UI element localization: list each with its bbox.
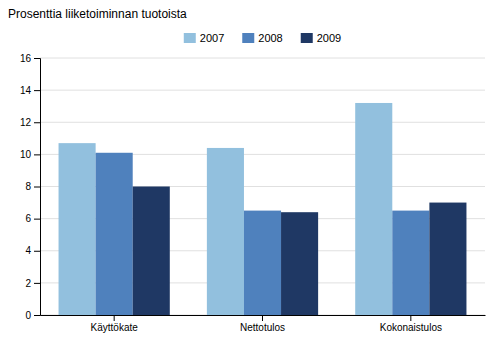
tick-mark bbox=[34, 122, 40, 123]
y-label: Prosenttia liiketoiminnan tuotoista bbox=[8, 7, 187, 21]
legend: 2007 2008 2009 bbox=[184, 32, 341, 44]
legend-item: 2007 bbox=[184, 32, 224, 44]
tick-label: 2 bbox=[25, 278, 31, 289]
bar bbox=[429, 203, 466, 315]
legend-swatch bbox=[301, 33, 313, 43]
tick: 6 bbox=[25, 213, 40, 224]
tick: 0 bbox=[25, 310, 40, 321]
y-axis: 0 2 4 6 8 10 12 14 16 bbox=[20, 53, 41, 321]
bar-series bbox=[96, 153, 430, 315]
tick-label: 16 bbox=[20, 53, 32, 64]
tick-mark bbox=[34, 154, 40, 155]
tick: 14 bbox=[20, 85, 40, 96]
bar bbox=[133, 187, 170, 316]
tick-mark bbox=[34, 187, 40, 188]
tick-mark bbox=[34, 219, 40, 220]
grid bbox=[40, 58, 485, 315]
tick-label: 0 bbox=[25, 310, 31, 321]
tick-label: Nettotulos bbox=[240, 322, 285, 333]
tick: 2 bbox=[25, 278, 40, 289]
tick-mark bbox=[34, 251, 40, 252]
bar bbox=[244, 211, 281, 315]
tick-label: 14 bbox=[20, 85, 32, 96]
bar bbox=[96, 153, 133, 315]
grid-line bbox=[40, 90, 485, 91]
legend-label: 2008 bbox=[258, 32, 282, 44]
tick: 8 bbox=[25, 181, 40, 192]
tick-label: Käyttökate bbox=[91, 322, 139, 333]
tick-label: Kokonaistulos bbox=[380, 322, 442, 333]
tick: 16 bbox=[20, 53, 40, 64]
bar bbox=[59, 143, 96, 315]
legend-swatch bbox=[242, 33, 254, 43]
tick-label: 6 bbox=[25, 213, 31, 224]
tick-label: 12 bbox=[20, 117, 32, 128]
tick-mark bbox=[34, 58, 40, 59]
tick: 12 bbox=[20, 117, 40, 128]
bar-series bbox=[133, 187, 467, 316]
legend-item: 2009 bbox=[301, 32, 341, 44]
bar bbox=[355, 103, 392, 315]
bar-series bbox=[59, 103, 393, 315]
grid-line bbox=[40, 122, 485, 123]
tick-mark bbox=[262, 315, 263, 321]
bar bbox=[281, 212, 318, 315]
tick-mark bbox=[34, 283, 40, 284]
legend-label: 2007 bbox=[200, 32, 224, 44]
tick-label: 10 bbox=[20, 149, 32, 160]
tick-label: 4 bbox=[25, 245, 31, 256]
grid-line bbox=[40, 58, 485, 59]
tick-mark bbox=[410, 315, 411, 321]
plot: 0 2 4 6 8 10 12 14 16 Käyttökate Nettotulos Kokonai… bbox=[20, 53, 486, 333]
tick-mark bbox=[34, 90, 40, 91]
bar bbox=[392, 211, 429, 315]
tick: Kokonaistulos bbox=[380, 315, 442, 333]
tick: 10 bbox=[20, 149, 40, 160]
legend-item: 2008 bbox=[242, 32, 282, 44]
tick: Käyttökate bbox=[91, 315, 139, 333]
bars bbox=[59, 103, 467, 315]
axis-line bbox=[34, 59, 41, 316]
legend-label: 2009 bbox=[317, 32, 341, 44]
x-axis: Käyttökate Nettotulos Kokonaistulos bbox=[41, 315, 486, 333]
tick-mark bbox=[34, 315, 40, 316]
tick: Nettotulos bbox=[240, 315, 285, 333]
tick-mark bbox=[114, 315, 115, 321]
tick-label: 8 bbox=[25, 181, 31, 192]
bar bbox=[207, 148, 244, 315]
tick: 4 bbox=[25, 245, 40, 256]
chart: 0 2 4 6 8 10 12 14 16 Käyttökate Nettotulos Kokonai… bbox=[0, 0, 501, 345]
legend-swatch bbox=[184, 33, 196, 43]
